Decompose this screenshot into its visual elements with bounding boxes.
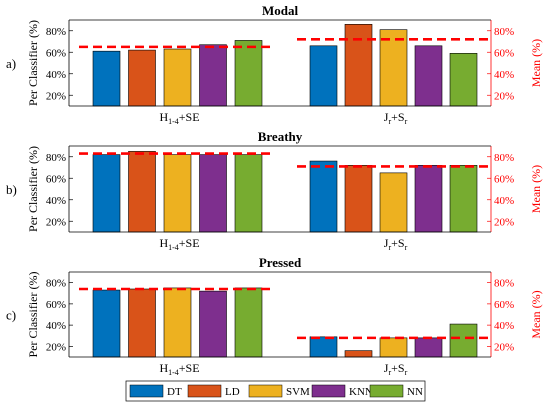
bar-nn — [234, 154, 263, 233]
legend-label-knn: KNN — [349, 386, 373, 398]
y-axis-label-right: Mean (%) — [529, 39, 543, 87]
bar-nn — [449, 53, 478, 107]
y-tick-label-left: 20% — [46, 216, 66, 228]
bar-svm — [379, 29, 408, 107]
bar-ld — [128, 151, 156, 233]
bar-svm — [379, 337, 408, 358]
x-category-label: H1-4+SE — [159, 236, 199, 252]
bar-dt — [309, 336, 338, 358]
y-tick-label-left: 80% — [46, 278, 66, 290]
x-category-label: H1-4+SE — [159, 361, 199, 377]
panel-title: Modal — [262, 3, 299, 18]
panel-label: a) — [6, 56, 16, 71]
legend-swatch-ld — [187, 384, 222, 398]
y-axis-label-left: Per Classifier (%) — [26, 20, 40, 106]
y-tick-label-right: 80% — [494, 278, 514, 290]
legend-swatch-dt — [129, 384, 164, 398]
bar-dt — [309, 160, 338, 233]
bar-ld — [344, 23, 373, 107]
bar-nn — [449, 323, 478, 358]
y-tick-label-right: 20% — [494, 90, 514, 102]
x-category-label: Jr+Sr — [384, 110, 408, 126]
bar-nn — [234, 40, 263, 107]
panel-c: Pressed c) Per Classifier (%) Mean (%) 20% 20… — [6, 255, 543, 377]
bar-dt — [309, 45, 338, 107]
x-category-label: H1-4+SE — [159, 110, 199, 126]
y-tick-label-left: 80% — [46, 26, 66, 38]
y-tick-label-left: 40% — [46, 195, 66, 207]
panel-title: Breathy — [258, 129, 303, 144]
y-tick-label-left: 60% — [46, 173, 66, 185]
bar-ld — [344, 350, 373, 358]
y-tick-label-right: 20% — [494, 341, 514, 353]
y-tick-label-right: 80% — [494, 26, 514, 38]
bar-nn — [234, 287, 263, 358]
legend-label-ld: LD — [225, 386, 240, 398]
bar-dt — [92, 289, 121, 358]
y-tick-label-right: 60% — [494, 299, 514, 311]
y-tick-label-right: 20% — [494, 216, 514, 228]
bar-svm — [163, 48, 192, 107]
x-category-label: Jr+Sr — [384, 236, 408, 252]
bar-ld — [344, 165, 373, 233]
legend-swatch-svm — [248, 384, 283, 398]
legend-swatch-knn — [311, 384, 346, 398]
bar-ld — [128, 288, 156, 358]
legend-swatch-nn — [369, 384, 404, 398]
bar-nn — [449, 165, 478, 233]
legend-label-svm: SVM — [286, 386, 310, 398]
y-axis-label-right: Mean (%) — [529, 165, 543, 213]
y-tick-label-left: 20% — [46, 341, 66, 353]
bar-dt — [92, 154, 121, 233]
y-tick-label-right: 80% — [494, 152, 514, 164]
bar-svm — [163, 154, 192, 233]
legend-label-nn: NN — [407, 386, 423, 398]
bar-knn — [199, 290, 227, 358]
y-tick-label-right: 40% — [494, 195, 514, 207]
legend-label-dt: DT — [167, 386, 182, 398]
y-tick-label-left: 40% — [46, 320, 66, 332]
y-tick-label-right: 60% — [494, 173, 514, 185]
bar-knn — [414, 45, 443, 107]
legend: DT LD SVM KNN NN — [125, 380, 426, 402]
panel-a: Modal a) Per Classifier (%) Mean (%) 20% 20% 4… — [6, 3, 543, 126]
y-tick-label-left: 40% — [46, 69, 66, 81]
bar-ld — [128, 49, 156, 107]
y-tick-label-right: 60% — [494, 47, 514, 59]
bar-svm — [379, 172, 408, 233]
panel-title: Pressed — [259, 255, 302, 270]
bar-knn — [414, 165, 443, 233]
y-tick-label-right: 40% — [494, 69, 514, 81]
y-tick-label-right: 40% — [494, 320, 514, 332]
bar-knn — [199, 44, 227, 107]
x-category-label: Jr+Sr — [384, 361, 408, 377]
bar-knn — [414, 337, 443, 358]
panel-label: c) — [6, 308, 16, 323]
y-axis-label-right: Mean (%) — [529, 290, 543, 338]
bar-svm — [163, 287, 192, 358]
y-axis-label-left: Per Classifier (%) — [26, 146, 40, 232]
bar-knn — [199, 154, 227, 233]
y-tick-label-left: 60% — [46, 47, 66, 59]
y-tick-label-left: 80% — [46, 152, 66, 164]
y-tick-label-left: 20% — [46, 90, 66, 102]
panel-b: Breathy b) Per Classifier (%) Mean (%) 20% 20… — [6, 129, 543, 252]
y-axis-label-left: Per Classifier (%) — [26, 272, 40, 358]
y-tick-label-left: 60% — [46, 299, 66, 311]
panel-label: b) — [6, 182, 17, 197]
bar-dt — [92, 50, 121, 107]
